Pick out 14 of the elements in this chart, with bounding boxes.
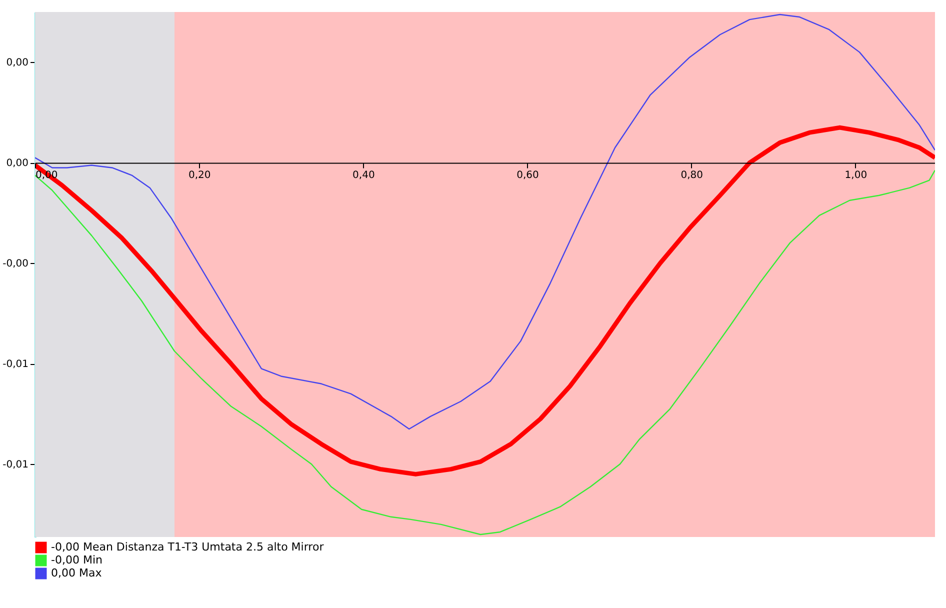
y-tick-label: 0,00 — [6, 158, 28, 170]
x-tick-label: 0,60 — [516, 170, 539, 182]
y-tick-label: -0,01 — [2, 359, 28, 370]
x-tick-label: 0,40 — [352, 170, 375, 182]
legend-label: 0,00 Max — [51, 566, 102, 580]
x-tick-label: 0,20 — [188, 170, 211, 182]
line-series — [35, 170, 935, 536]
legend-label: -0,00 Mean Distanza T1-T3 Umtata 2.5 alto Mirror — [51, 540, 324, 554]
x-tick-label: 0,80 — [680, 170, 703, 182]
y-tick-label: 0,00 — [6, 58, 28, 69]
y-tick-label: -0,00 — [2, 258, 28, 270]
legend-label: -0,00 Min — [51, 554, 103, 566]
y-tick-label: -0,01 — [2, 460, 28, 471]
x-tick-label: 1,00 — [844, 170, 868, 182]
